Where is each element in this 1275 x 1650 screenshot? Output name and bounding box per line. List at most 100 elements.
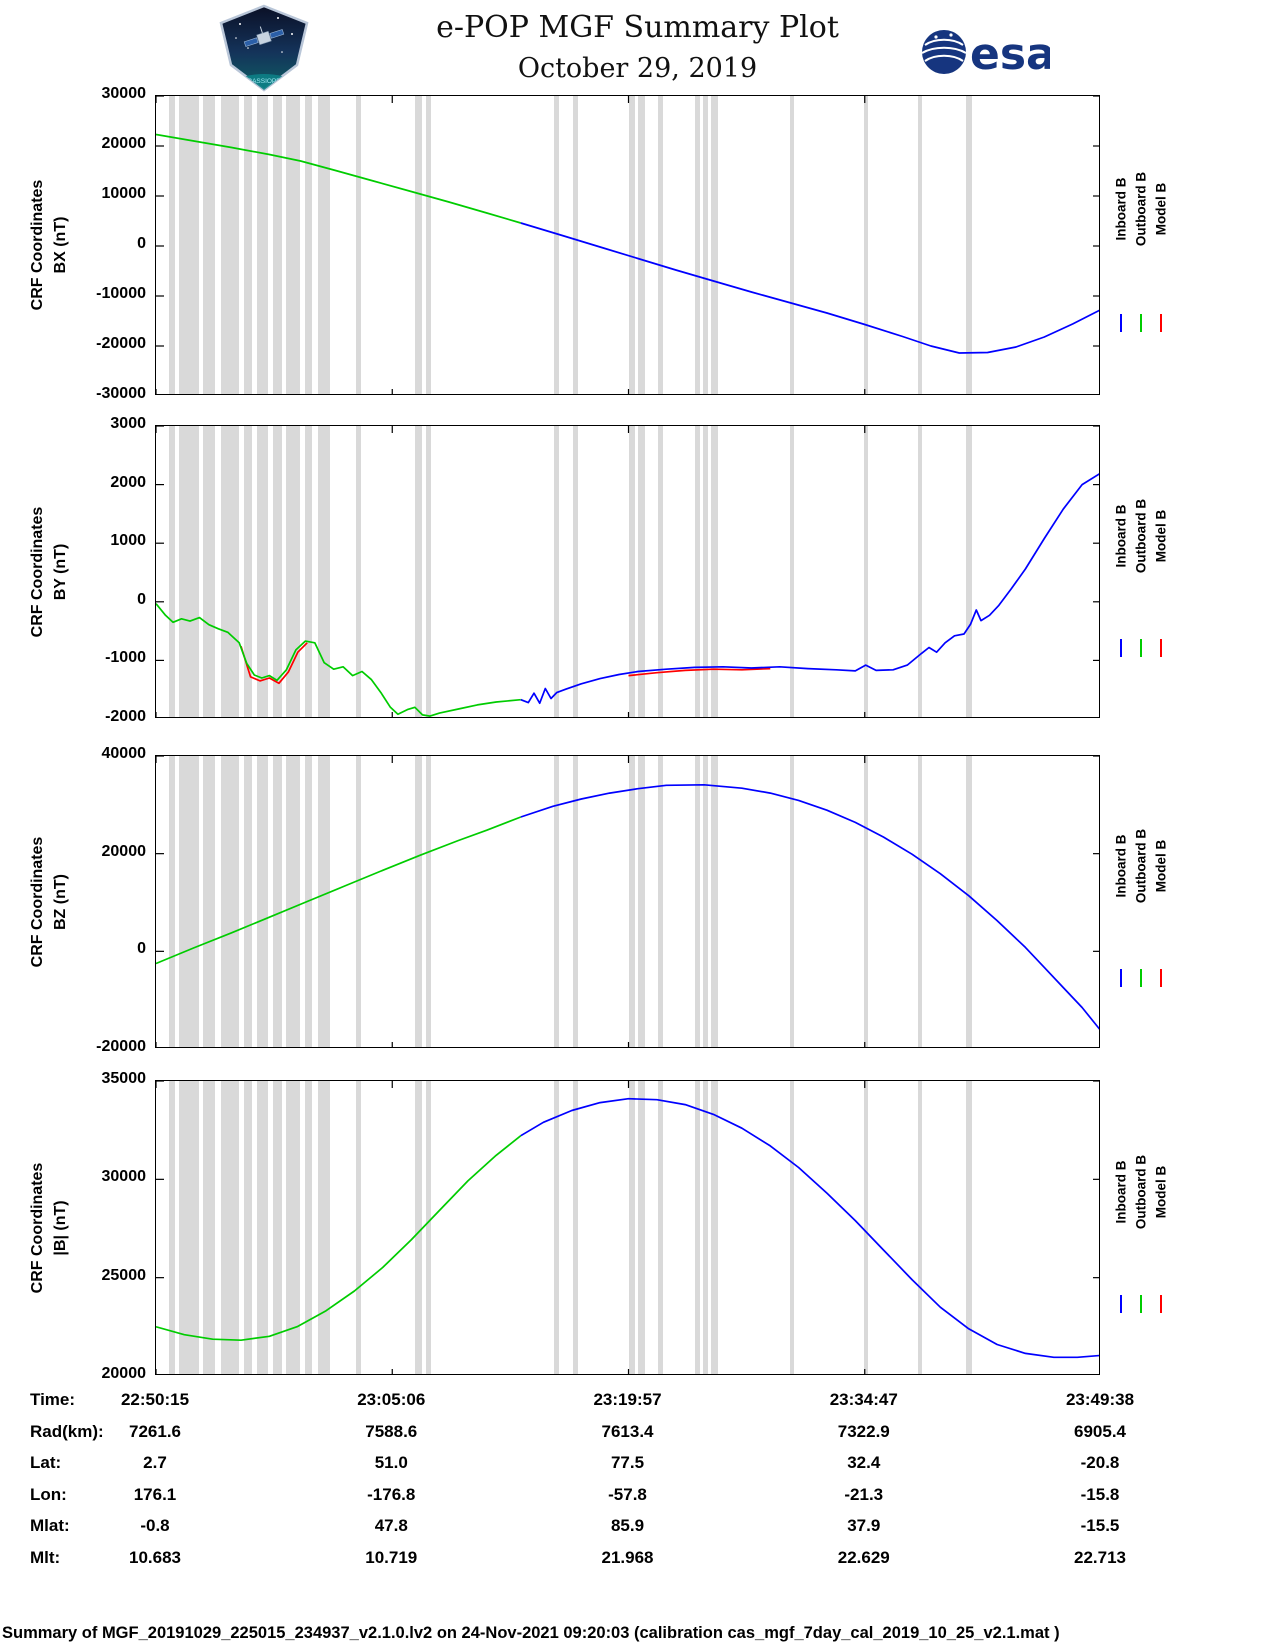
table-cell: 23:49:38: [1065, 1390, 1135, 1409]
data-gap-band: [637, 756, 645, 1047]
data-gap-band: [257, 426, 268, 717]
legend-line-sample: [1140, 968, 1143, 987]
legend-line-sample: [1120, 314, 1123, 332]
legend-label: Outboard B: [1133, 171, 1149, 247]
y-tick-label: 2000: [110, 473, 146, 491]
legend-line-sample: [1140, 1295, 1143, 1314]
table-row-label: Time:: [30, 1390, 76, 1409]
y-axis-label: CRF Coordinates: [29, 1162, 46, 1293]
by-curve-inboard-b: [520, 473, 1099, 705]
data-gap-band: [711, 96, 718, 394]
data-gap-band: [356, 756, 361, 1047]
by-curve-model-b: [628, 667, 771, 677]
bmag-curve-inboard-b: [520, 1097, 1099, 1359]
data-gap-band: [169, 1081, 175, 1374]
table-cell: 7588.6: [365, 1421, 418, 1441]
table-cell: 22.713: [1074, 1548, 1126, 1567]
data-gap-band: [286, 1081, 300, 1374]
data-gap-band: [864, 426, 868, 717]
data-gap-band: [658, 756, 663, 1047]
data-gap-band: [703, 426, 708, 717]
data-gap-band: [244, 1081, 252, 1374]
data-gap-band: [273, 426, 282, 717]
data-gap-band: [637, 426, 645, 717]
y-tick-label: 1000: [110, 532, 146, 550]
legend-label: Outboard B: [1133, 829, 1149, 904]
data-gap-band: [711, 426, 718, 717]
data-gap-band: [356, 1081, 361, 1374]
legend-line-sample: [1160, 314, 1163, 332]
data-gap-band: [318, 96, 330, 394]
esa-logo: esa: [921, 29, 1050, 78]
by-plot: [156, 426, 1099, 717]
data-gap-band: [203, 96, 215, 394]
data-gap-band: [179, 96, 199, 394]
table-cell: 10.719: [365, 1548, 418, 1567]
data-gap-band: [426, 426, 431, 717]
table-row-label: Lat:: [30, 1453, 62, 1473]
data-gap-band: [695, 96, 700, 394]
data-gap-band: [918, 426, 922, 717]
y-tick-label: 40000: [101, 745, 147, 762]
table-cell: 23:05:06: [357, 1390, 426, 1409]
data-gap-band: [415, 426, 422, 717]
table-cell: 7613.4: [601, 1421, 654, 1441]
panel-bz: [155, 755, 1100, 1048]
data-gap-band: [966, 426, 972, 717]
table-cell: -176.8: [367, 1484, 416, 1504]
y-tick-label: 20000: [101, 135, 147, 152]
data-gap-band: [629, 426, 635, 717]
y-tick-label: -30000: [96, 385, 146, 402]
legend-label: Inboard B: [1113, 834, 1129, 898]
bx-plot: [156, 96, 1099, 394]
data-gap-band: [789, 1081, 794, 1374]
table-cell: 176.1: [133, 1484, 177, 1504]
data-gap-band: [286, 96, 300, 394]
table-cell: -21.3: [844, 1484, 884, 1504]
table-cell: 37.9: [847, 1516, 881, 1536]
y-tick-label: 20000: [101, 1365, 147, 1382]
y-axis-label: CRF Coordinates: [29, 506, 46, 637]
bz-curve-outboard-b: [156, 816, 522, 965]
data-gap-band: [711, 756, 718, 1047]
legend-label: Model B: [1153, 510, 1169, 563]
data-gap-band: [711, 1081, 718, 1374]
data-gap-band: [789, 426, 794, 717]
y-tick-label: 25000: [101, 1266, 147, 1284]
data-gap-band: [789, 756, 794, 1047]
bx-curve-inboard-b: [520, 222, 1099, 354]
summary-footer: Summary of MGF_20191029_225015_234937_v2…: [2, 1624, 1060, 1642]
data-gap-band: [169, 756, 175, 1047]
y-tick-label: -2000: [105, 708, 146, 725]
page-title: e-POP MGF Summary Plot: [436, 10, 839, 45]
legend-label: Model B: [1153, 840, 1169, 893]
table-cell: 23:19:57: [593, 1390, 662, 1409]
data-gap-band: [221, 426, 239, 717]
y-tick-label: 0: [137, 235, 146, 252]
table-row-label: Rad(km):: [30, 1421, 104, 1441]
legend-line-sample: [1120, 1295, 1123, 1314]
data-gap-band: [966, 756, 972, 1047]
data-gap-band: [864, 96, 868, 394]
data-gap-band: [257, 1081, 268, 1374]
legend-line-sample: [1160, 638, 1163, 657]
data-gap-band: [305, 96, 312, 394]
data-gap-band: [179, 756, 199, 1047]
table-row-label: Mlat:: [30, 1516, 70, 1536]
data-gap-band: [918, 756, 922, 1047]
data-gap-band: [273, 96, 282, 394]
y-tick-label: -10000: [96, 285, 146, 302]
data-gap-band: [703, 1081, 708, 1374]
table-cell: 7261.6: [129, 1421, 181, 1441]
data-gap-band: [573, 1081, 578, 1374]
data-gap-band: [244, 96, 252, 394]
data-gap-band: [356, 96, 361, 394]
data-gap-band: [658, 1081, 663, 1374]
legend-line-sample: [1120, 638, 1123, 657]
data-gap-band: [637, 1081, 645, 1374]
data-gap-band: [695, 756, 700, 1047]
data-gap-band: [221, 96, 239, 394]
table-cell: 7322.9: [837, 1421, 890, 1441]
data-gap-band: [286, 426, 300, 717]
data-gap-band: [169, 426, 175, 717]
